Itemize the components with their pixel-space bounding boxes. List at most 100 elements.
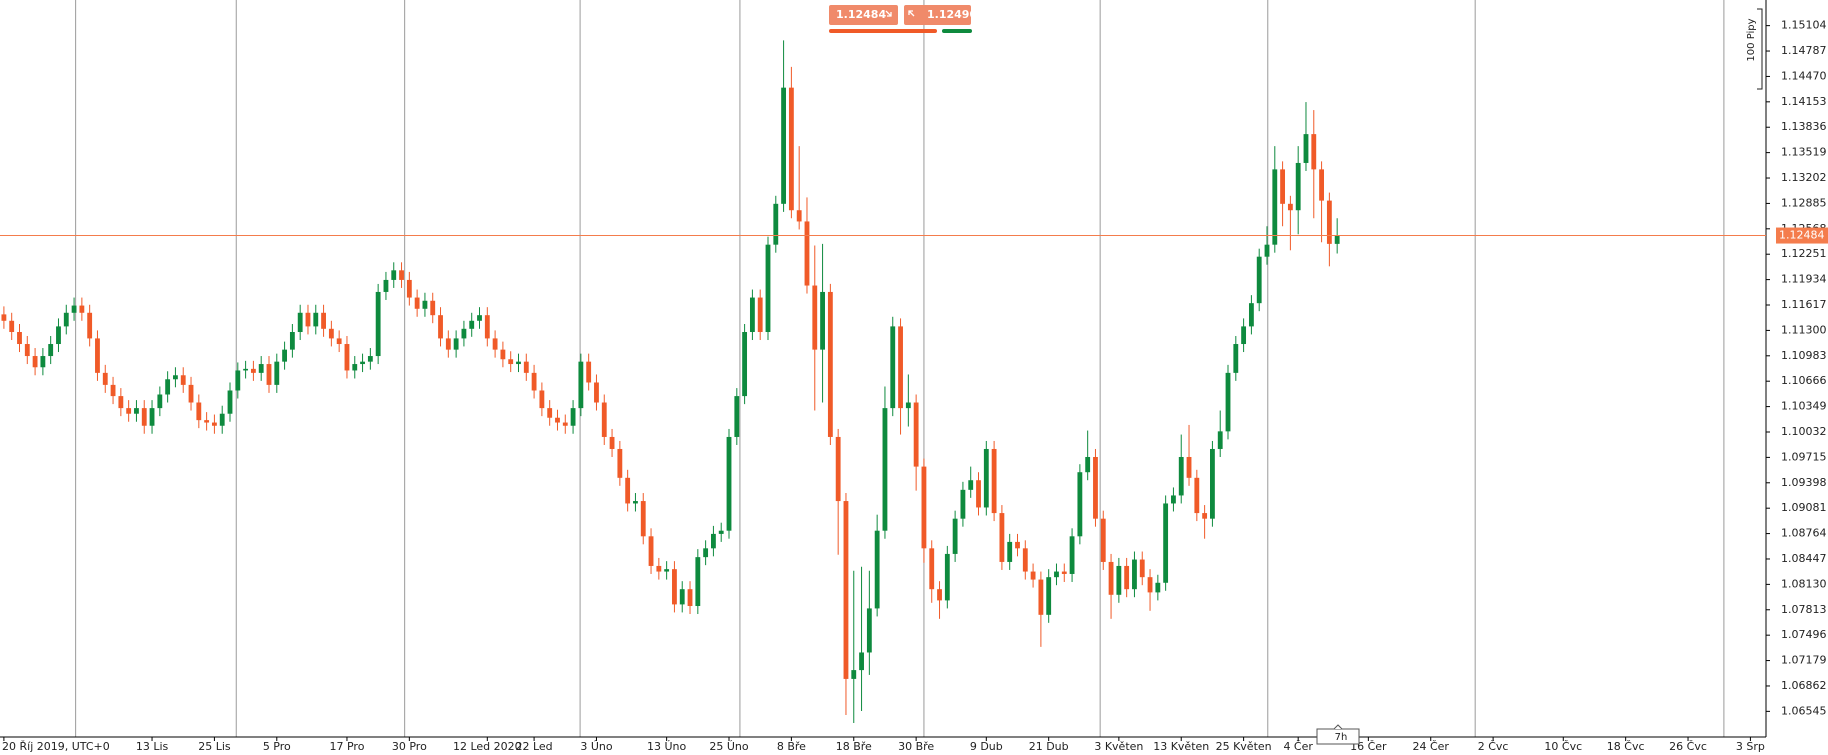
candle-body (781, 87, 787, 204)
candle-body (204, 420, 210, 423)
candle-body (547, 408, 553, 418)
y-tick-label: 1.08447 (1781, 552, 1827, 565)
candle-body (999, 513, 1005, 562)
ask-price: 1.12490 (927, 8, 977, 21)
sell-arrow (885, 10, 892, 17)
y-tick-label: 1.07496 (1781, 628, 1827, 641)
candle-body (633, 501, 638, 504)
candle-body (321, 312, 326, 329)
y-tick-label: 1.08130 (1781, 577, 1827, 590)
candle-body (983, 448, 989, 508)
candle-body (227, 390, 233, 414)
x-tick-label: 9 Dub (970, 740, 1003, 753)
candle-body (539, 390, 545, 409)
candle-body (812, 285, 818, 350)
candle-body (1022, 548, 1028, 572)
y-tick-label: 1.14470 (1781, 69, 1827, 82)
x-tick-label: 25 Úno (709, 740, 749, 753)
ruler-label: 100 Pipy (1746, 18, 1757, 61)
x-tick-label: 3 Srp (1736, 740, 1765, 753)
ask-badge[interactable] (904, 5, 971, 25)
candle-body (360, 361, 365, 365)
x-tick-label: 3 Úno (580, 740, 613, 753)
candle-body (726, 436, 732, 531)
candle-body (1210, 448, 1215, 519)
candles-layer (1, 40, 1340, 723)
candle-body (1295, 162, 1301, 211)
candle-body (328, 328, 334, 339)
candle-body (32, 356, 38, 368)
candle-body (40, 356, 46, 368)
x-tick-label: 25 Květen (1216, 740, 1272, 753)
candle-body (555, 417, 560, 423)
candle-body (1202, 513, 1208, 519)
x-tick-label: 25 Lis (198, 740, 231, 753)
candle-body (1093, 456, 1098, 519)
candle-body (180, 375, 186, 385)
candle-body (570, 408, 576, 426)
x-tick-label: 4 Čer (1283, 740, 1313, 753)
candle-body (749, 297, 755, 333)
x-tick-label: 17 Pro (329, 740, 364, 753)
grid-layer (75, 0, 1725, 737)
y-tick-label: 1.09715 (1781, 450, 1827, 463)
x-tick-label: 18 Čvc (1607, 740, 1645, 753)
candle-body (1233, 344, 1239, 373)
x-tick-label: 22 Led (515, 740, 552, 753)
quote-badges[interactable]: 1.12484 1.12490 (829, 5, 977, 33)
candle-body (594, 382, 599, 403)
candle-body (960, 489, 966, 519)
candle-body (976, 480, 981, 508)
candle-body (913, 402, 919, 467)
candle-body (625, 477, 631, 504)
y-tick-label: 1.15104 (1781, 19, 1827, 32)
candle-body (1069, 536, 1075, 574)
candle-body (687, 589, 693, 607)
candle-body (305, 312, 311, 327)
candle-body (1077, 472, 1083, 537)
candle-body (1, 314, 7, 321)
candle-body (48, 344, 54, 357)
candle-body (827, 291, 833, 437)
candle-body (211, 422, 217, 426)
candle-body (703, 548, 709, 558)
y-tick-label: 1.10349 (1781, 400, 1827, 413)
candle-body (1256, 256, 1262, 304)
candle-body (672, 569, 677, 605)
x-tick-label: 26 Čvc (1669, 740, 1707, 753)
candle-body (1061, 571, 1067, 574)
current-price-box (1776, 227, 1828, 244)
x-tick-label: 13 Lis (136, 740, 169, 753)
candle-body (453, 338, 459, 350)
sell-volume-bar (829, 29, 937, 33)
candle-body (1108, 561, 1114, 595)
candle-body (882, 408, 888, 531)
bid-price: 1.12484 (836, 8, 886, 21)
bid-badge[interactable] (829, 5, 898, 25)
candle-body (944, 553, 950, 601)
candle-body (461, 328, 467, 339)
candle-body (664, 569, 670, 572)
x-tick-label: 20 Říj 2019, UTC+0 (2, 740, 110, 753)
candle-body (1038, 579, 1044, 615)
x-tick-label: 30 Bře (898, 740, 934, 753)
y-tick-label: 1.12885 (1781, 196, 1827, 209)
candle-body (578, 361, 584, 409)
x-tick-label: 3 Květen (1094, 740, 1143, 753)
y-tick-label: 1.10032 (1781, 425, 1827, 438)
candle-body (734, 396, 740, 437)
x-tick-label: 8 Bře (777, 740, 806, 753)
y-tick-label: 1.06862 (1781, 679, 1827, 692)
candle-body (843, 501, 849, 679)
x-tick-label: 10 Čvc (1544, 740, 1582, 753)
candle-body (149, 408, 155, 426)
candle-body (250, 368, 256, 373)
candle-body (266, 364, 272, 385)
y-tick-label: 1.14153 (1781, 95, 1827, 108)
candle-body (313, 312, 319, 327)
candle-body (1155, 582, 1161, 593)
candle-body (102, 372, 108, 385)
candle-body (157, 394, 163, 409)
candle-body (1171, 495, 1176, 504)
